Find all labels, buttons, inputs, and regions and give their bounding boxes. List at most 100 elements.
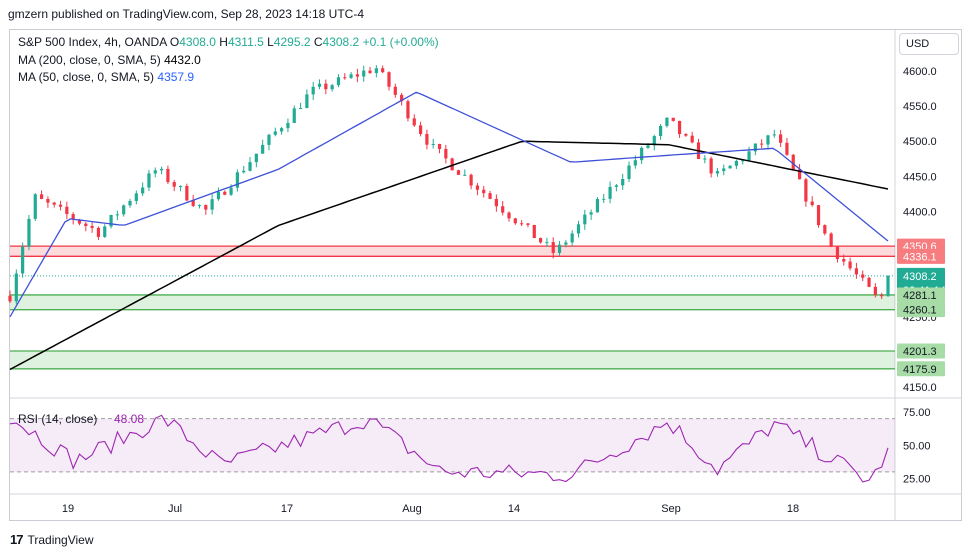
candle-body-62[interactable] [400,94,404,102]
candle-body-34[interactable] [223,191,227,195]
candle-body-58[interactable] [374,68,378,74]
candle-body-44[interactable] [286,122,290,129]
candle-body-124[interactable] [791,154,795,170]
candle-body-0[interactable] [8,295,12,302]
candle-body-103[interactable] [659,125,663,137]
candle-body-10[interactable] [71,214,75,220]
candle-body-55[interactable] [355,74,360,77]
candle-body-49[interactable] [317,83,322,87]
candle-body-128[interactable] [816,205,821,226]
candle-body-98[interactable] [627,165,631,179]
candle-body-73[interactable] [469,174,473,186]
candle-body-81[interactable] [520,223,524,225]
candle-body-60[interactable] [387,72,391,87]
candle-body-85[interactable] [545,242,549,244]
candle-body-119[interactable] [760,143,764,145]
candle-body-130[interactable] [829,233,833,247]
candle-body-131[interactable] [835,246,840,260]
candle-body-65[interactable] [418,125,423,134]
candle-body-129[interactable] [823,225,827,234]
candle-body-39[interactable] [254,153,258,163]
candle-body-57[interactable] [368,70,372,74]
candle-body-18[interactable] [122,205,126,215]
candle-body-68[interactable] [437,143,442,149]
candle-body-127[interactable] [810,201,814,206]
candle-body-70[interactable] [450,158,454,171]
candle-body-82[interactable] [526,223,530,225]
candle-body-1[interactable] [14,273,18,302]
candle-body-28[interactable] [185,185,189,201]
candle-body-9[interactable] [65,206,69,215]
currency-selector[interactable]: USD [899,33,959,55]
candle-body-84[interactable] [538,238,543,243]
candle-body-56[interactable] [362,70,366,77]
candle-body-12[interactable] [84,223,88,226]
candle-body-53[interactable] [343,77,347,79]
candle-body-72[interactable] [463,174,467,176]
candle-body-137[interactable] [873,286,877,296]
candle-body-54[interactable] [349,74,353,78]
candle-body-77[interactable] [494,198,498,207]
candle-body-76[interactable] [488,193,492,199]
candle-body-42[interactable] [273,131,277,135]
candle-body-50[interactable] [324,83,328,90]
candle-body-19[interactable] [128,200,132,206]
candle-body-3[interactable] [27,218,31,247]
candle-body-71[interactable] [456,170,461,175]
rsi-legend-label[interactable]: RSI (14, close) [18,412,97,426]
candle-body-105[interactable] [671,117,675,121]
candle-body-6[interactable] [46,198,50,203]
candle-body-11[interactable] [77,219,82,224]
candle-body-118[interactable] [753,143,757,152]
candle-body-66[interactable] [425,133,429,145]
candle-body-29[interactable] [191,200,195,206]
candle-body-94[interactable] [602,198,606,200]
candle-body-38[interactable] [248,162,252,171]
candle-body-43[interactable] [280,128,284,132]
candle-body-69[interactable] [444,148,448,159]
candle-body-24[interactable] [159,168,164,171]
ma50-legend[interactable]: MA (50, close, 0, SMA, 5) 4357.9 [18,70,194,84]
candle-body-52[interactable] [336,77,341,86]
candle-body-95[interactable] [608,186,612,199]
candle-body-139[interactable] [886,275,890,297]
candle-body-27[interactable] [178,185,183,187]
candle-body-86[interactable] [551,242,555,254]
candle-body-23[interactable] [153,170,157,174]
candle-body-35[interactable] [229,187,233,195]
candle-body-125[interactable] [797,169,802,180]
symbol-legend[interactable]: S&P 500 Index, 4h, OANDA O4308.0 H4311.5… [18,35,439,49]
candle-body-87[interactable] [557,244,562,254]
candle-body-26[interactable] [172,182,176,187]
candle-body-122[interactable] [779,134,783,143]
candle-body-21[interactable] [141,187,145,194]
candle-body-89[interactable] [570,233,574,243]
candle-body-83[interactable] [532,224,536,239]
candle-body-15[interactable] [103,226,107,237]
candle-body-111[interactable] [709,158,713,174]
candle-body-92[interactable] [589,212,593,215]
candle-body-8[interactable] [58,204,63,207]
candle-body-14[interactable] [96,227,101,237]
candle-body-132[interactable] [842,259,846,262]
candle-body-37[interactable] [242,170,246,173]
candle-body-5[interactable] [39,194,44,199]
candle-body-121[interactable] [772,134,776,136]
candle-body-16[interactable] [109,214,113,227]
candle-body-107[interactable] [684,134,688,136]
candle-body-78[interactable] [501,206,505,213]
candle-body-134[interactable] [854,268,859,275]
candle-body-20[interactable] [134,193,138,201]
candle-body-59[interactable] [381,68,385,73]
candle-body-67[interactable] [431,143,435,145]
candle-body-36[interactable] [235,172,239,188]
candle-body-75[interactable] [482,189,486,194]
candle-body-97[interactable] [621,178,625,186]
candle-body-22[interactable] [147,173,151,188]
candle-body-47[interactable] [305,94,309,109]
candle-body-136[interactable] [867,277,871,287]
candle-body-30[interactable] [197,205,202,207]
candle-body-33[interactable] [216,191,221,200]
candle-body-112[interactable] [715,171,720,174]
